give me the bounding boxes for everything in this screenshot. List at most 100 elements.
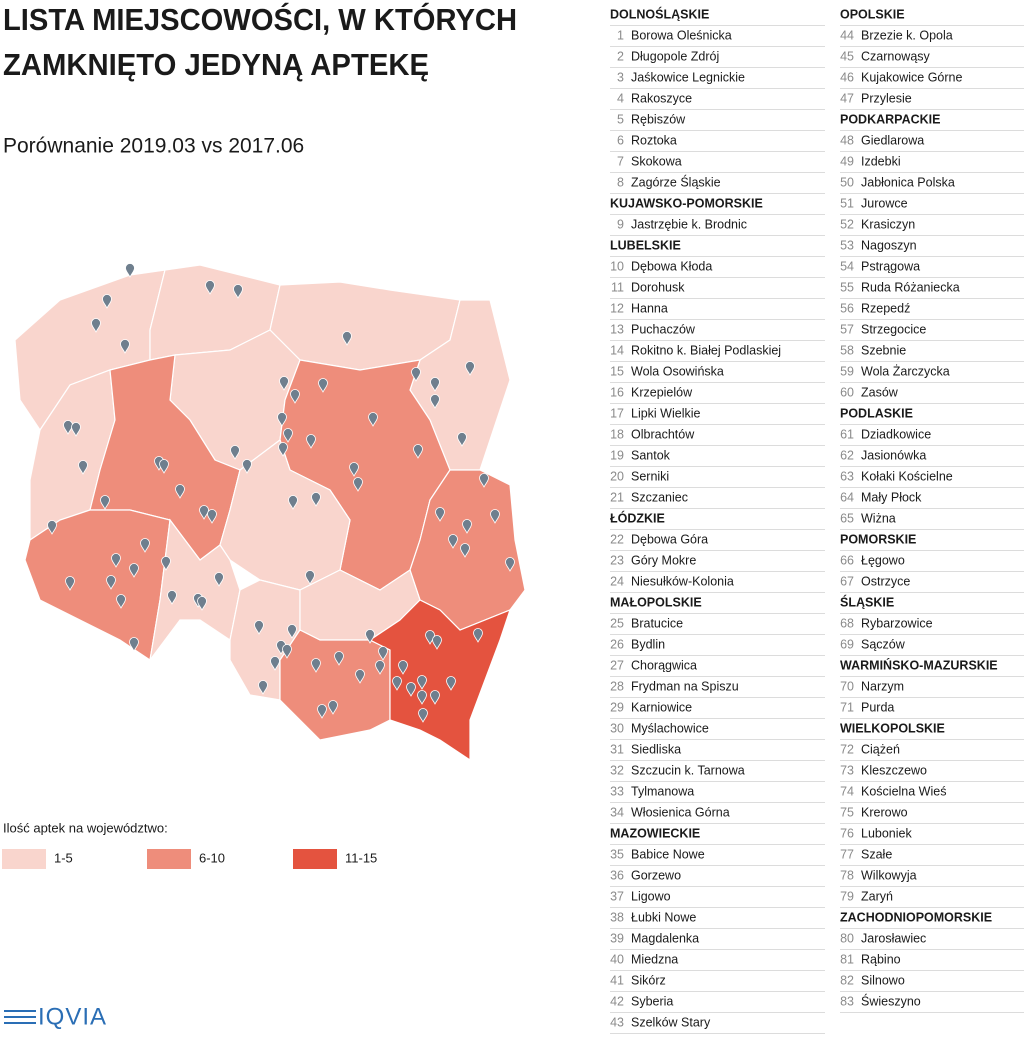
town-name: Przylesie	[861, 91, 912, 105]
town-name: Wola Osowińska	[631, 364, 724, 378]
pin	[106, 575, 116, 590]
town-name: Serniki	[631, 469, 669, 483]
town-number: 6	[617, 133, 624, 147]
town-name: Babice Nowe	[631, 847, 705, 861]
town-name: Rakoszyce	[631, 91, 692, 105]
town-number: 13	[610, 322, 624, 336]
town-number: 36	[610, 868, 624, 882]
pin	[355, 669, 365, 684]
town-number: 8	[617, 175, 624, 189]
town-number: 19	[610, 448, 624, 462]
town-number: 24	[610, 574, 624, 588]
town-name: Dębowa Góra	[631, 532, 708, 546]
town-number: 70	[840, 679, 854, 693]
town-number: 32	[610, 763, 624, 777]
legend-swatch	[147, 849, 191, 869]
town-name: Rzepedź	[861, 301, 910, 315]
pin	[71, 422, 81, 437]
pin	[279, 376, 289, 391]
town-name: Mały Płock	[861, 490, 922, 504]
town-number: 77	[840, 847, 854, 861]
town-number: 56	[840, 301, 854, 315]
town-name: Szałe	[861, 847, 892, 861]
pin	[129, 563, 139, 578]
town-name: Tylmanowa	[631, 784, 694, 798]
region-heading: KUJAWSKO-POMORSKIE	[610, 196, 763, 210]
town-number: 21	[610, 490, 624, 504]
pin	[460, 543, 470, 558]
region-heading: MAŁOPOLSKIE	[610, 595, 702, 609]
town-name: Borowa Oleśnicka	[631, 28, 732, 42]
pin	[282, 644, 292, 659]
pin	[47, 520, 57, 535]
town-name: Zasów	[861, 385, 899, 399]
pin	[318, 378, 328, 393]
pin	[457, 432, 467, 447]
town-name: Miedzna	[631, 952, 678, 966]
town-name: Rębiszów	[631, 112, 686, 126]
town-number: 45	[840, 49, 854, 63]
town-number: 57	[840, 322, 854, 336]
town-name: Jarosławiec	[861, 931, 926, 945]
pin	[462, 519, 472, 534]
town-name: Długopole Zdrój	[631, 49, 719, 63]
town-number: 50	[840, 175, 854, 189]
town-number: 12	[610, 301, 624, 315]
pin	[91, 318, 101, 333]
town-number: 44	[840, 28, 854, 42]
town-name: Jabłonica Polska	[861, 175, 955, 189]
pin	[63, 420, 73, 435]
legend-label: 1-5	[54, 850, 73, 865]
town-name: Szebnie	[861, 343, 906, 357]
town-number: 81	[840, 952, 854, 966]
pin	[411, 367, 421, 382]
town-name: Nagoszyn	[861, 238, 917, 252]
town-name: Łubki Nowe	[631, 910, 696, 924]
town-number: 30	[610, 721, 624, 735]
town-name: Ruda Różaniecka	[861, 280, 960, 294]
town-number: 29	[610, 700, 624, 714]
town-name: Izdebki	[861, 154, 901, 168]
town-number: 40	[610, 952, 624, 966]
pin	[233, 284, 243, 299]
subtitle: Porównanie 2019.03 vs 2017.06	[3, 135, 304, 158]
pin	[270, 656, 280, 671]
pin	[175, 484, 185, 499]
pin	[435, 507, 445, 522]
pin	[197, 596, 207, 611]
town-number: 66	[840, 553, 854, 567]
town-name: Zagórze Śląskie	[631, 174, 721, 189]
town-number: 76	[840, 826, 854, 840]
town-name: Skokowa	[631, 154, 682, 168]
town-name: Frydman na Spiszu	[631, 679, 739, 693]
town-name: Kościelna Wieś	[861, 784, 946, 798]
town-name: Dorohusk	[631, 280, 685, 294]
legend: 1-5 6-10 11-15	[2, 849, 377, 869]
town-name: Ciążeń	[861, 742, 900, 756]
town-number: 1	[617, 28, 624, 42]
town-name: Magdalenka	[631, 931, 699, 945]
town-number: 34	[610, 805, 624, 819]
town-number: 75	[840, 805, 854, 819]
town-name: Krerowo	[861, 805, 908, 819]
pin	[287, 624, 297, 639]
region-heading: LUBELSKIE	[610, 238, 681, 252]
pin	[120, 339, 130, 354]
town-number: 73	[840, 763, 854, 777]
pin	[242, 459, 252, 474]
town-name: Dębowa Kłoda	[631, 259, 712, 273]
pin	[283, 428, 293, 443]
region-shape	[149, 518, 241, 661]
legend-label: 6-10	[199, 850, 225, 865]
town-name: Kołaki Kościelne	[861, 469, 953, 483]
pin	[448, 534, 458, 549]
pin	[413, 444, 423, 459]
region-shape	[24, 509, 171, 662]
town-name: Narzym	[861, 679, 904, 693]
town-number: 7	[617, 154, 624, 168]
pin	[161, 556, 171, 571]
legend-label: 11-15	[345, 850, 377, 865]
pin	[479, 473, 489, 488]
town-number: 33	[610, 784, 624, 798]
pin	[392, 676, 402, 691]
